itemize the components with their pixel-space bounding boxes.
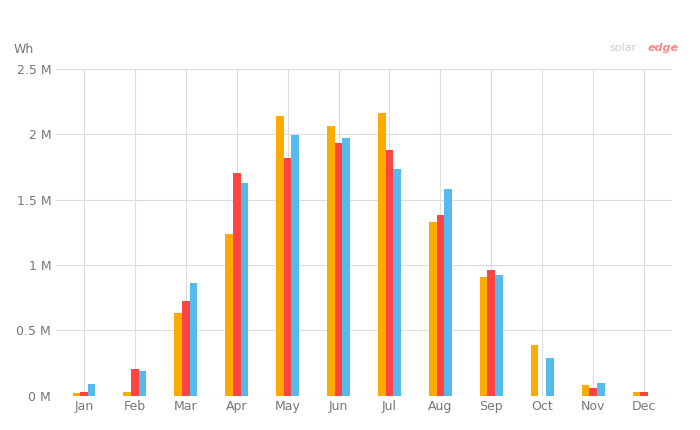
Bar bbox=[386, 150, 393, 396]
Bar bbox=[640, 392, 648, 396]
Bar bbox=[437, 215, 444, 396]
Bar bbox=[88, 384, 95, 396]
Bar bbox=[393, 169, 401, 396]
Bar bbox=[531, 344, 538, 396]
Bar bbox=[342, 138, 350, 396]
Bar bbox=[276, 116, 284, 396]
Bar bbox=[139, 371, 146, 396]
Bar bbox=[429, 222, 437, 396]
Text: Wh: Wh bbox=[14, 43, 34, 56]
Bar bbox=[487, 270, 495, 396]
Bar bbox=[327, 126, 335, 396]
Bar bbox=[80, 392, 88, 396]
Text: edge: edge bbox=[648, 43, 679, 53]
Bar bbox=[546, 358, 554, 396]
Bar bbox=[378, 113, 386, 396]
Bar bbox=[335, 143, 342, 396]
Bar bbox=[241, 182, 248, 396]
Bar bbox=[495, 275, 503, 396]
Bar bbox=[182, 301, 190, 396]
Bar bbox=[73, 393, 80, 396]
Bar bbox=[174, 313, 182, 396]
Bar bbox=[582, 385, 589, 396]
Bar bbox=[225, 233, 233, 396]
Bar bbox=[444, 189, 452, 396]
Bar bbox=[284, 158, 291, 396]
Bar bbox=[597, 383, 605, 396]
Bar bbox=[131, 369, 139, 396]
Bar bbox=[589, 388, 597, 396]
Text: solar: solar bbox=[610, 43, 637, 53]
Bar bbox=[233, 173, 241, 396]
Bar bbox=[480, 276, 487, 396]
Bar bbox=[291, 135, 299, 396]
Bar bbox=[190, 283, 197, 396]
Bar bbox=[633, 392, 641, 396]
Bar bbox=[123, 392, 131, 396]
